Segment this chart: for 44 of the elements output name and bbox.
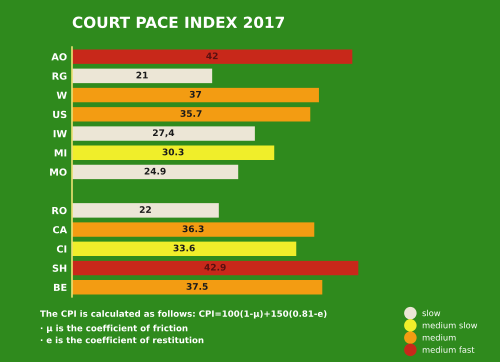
bar — [72, 107, 310, 122]
legend-label: medium fast — [422, 346, 474, 353]
bar — [72, 280, 322, 294]
y-tick-label: BE — [54, 284, 66, 291]
data-label: 37 — [190, 90, 202, 98]
bar — [72, 126, 255, 141]
data-label: 21 — [136, 72, 148, 78]
bar — [72, 242, 296, 256]
data-label: 35.7 — [180, 110, 202, 117]
data-label: 22 — [140, 206, 151, 213]
legend-label: medium — [422, 334, 456, 341]
y-tick-label: CI — [56, 245, 66, 253]
data-label: 27,4 — [153, 129, 174, 138]
bar — [72, 203, 219, 218]
text: · e is the coefficient of restitution — [40, 336, 204, 344]
legend-label: medium slow — [422, 322, 478, 328]
data-label: 42 — [206, 52, 218, 60]
y-tick-label: RO — [52, 206, 67, 214]
bar — [72, 146, 274, 160]
data-label: 42.9 — [204, 264, 226, 271]
data-label: 33.6 — [174, 244, 195, 252]
bar — [72, 260, 358, 276]
data-label: 36.3 — [182, 225, 204, 232]
y-tick-label: CA — [52, 226, 68, 234]
bar — [72, 49, 352, 64]
y-tick-label: W — [56, 92, 67, 99]
bar — [72, 222, 314, 237]
bar — [72, 164, 238, 180]
y-tick-label: SH — [52, 264, 66, 272]
chart-title: COURT PACE INDEX 2017 — [72, 16, 284, 28]
bar — [72, 68, 212, 84]
y-tick-label: MO — [50, 168, 67, 176]
y-tick-label: IW — [54, 130, 67, 138]
data-label: 37.5 — [186, 283, 208, 290]
text: · μ is the coefficient of friction — [40, 324, 188, 334]
y-tick-label: AO — [51, 53, 67, 60]
data-label: 24.9 — [144, 168, 166, 175]
y-tick-label: RG — [52, 72, 66, 80]
text: The CPI is calculated as follows: CPI=100(1-μ)+150(0.81-e) — [40, 310, 326, 319]
legend-label: slow — [422, 310, 440, 316]
bar — [72, 88, 319, 102]
y-tick-label: US — [53, 110, 66, 118]
data-label: 30.3 — [162, 148, 184, 156]
y-tick-label: MI — [54, 149, 66, 156]
